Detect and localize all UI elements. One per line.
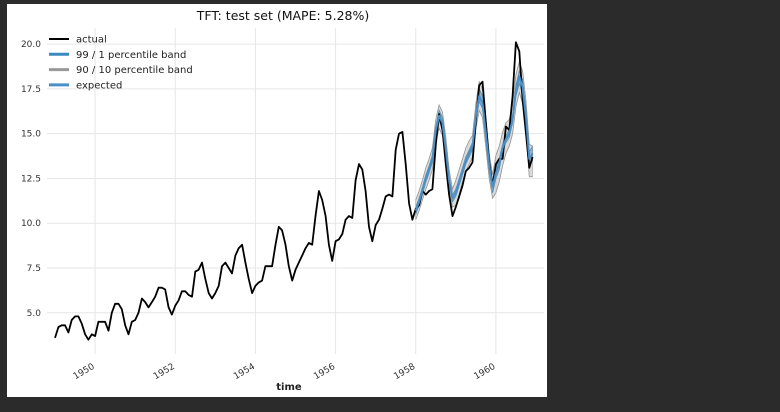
- y-tick-layer: 5.0 7.5 10.0 12.5 15.0 17.5 20.0: [21, 40, 41, 319]
- y-tick-label: 7.5: [27, 264, 41, 274]
- x-tick-label: 1960: [473, 362, 498, 382]
- band-upper-2: [415, 60, 533, 201]
- line-layer: [54, 41, 534, 341]
- series-line-actual: [54, 41, 534, 341]
- y-tick-label: 20.0: [21, 40, 41, 50]
- y-tick-label: 15.0: [21, 130, 41, 140]
- chart-svg: 1950 1952 1954 1956 1958 1960 5.0 7.5 10.0 12.5 1…: [21, 8, 544, 393]
- x-tick-layer: 1950 1952 1954 1956 1958 1960: [72, 362, 498, 382]
- x-axis-label: time: [276, 382, 302, 393]
- y-tick-label: 12.5: [21, 174, 41, 184]
- legend-label: expected: [76, 80, 122, 91]
- x-tick-label: 1954: [232, 362, 257, 382]
- grid-layer: [47, 28, 544, 354]
- chart-figure: 1950 1952 1954 1956 1958 1960 5.0 7.5 10.0 12.5 1…: [7, 4, 547, 397]
- legend-label: 90 / 10 percentile band: [76, 65, 193, 76]
- legend-label: actual: [76, 35, 107, 46]
- chart-title: TFT: test set (MAPE: 5.28%): [196, 8, 370, 23]
- x-tick-label: 1958: [392, 362, 417, 382]
- legend-label: 99 / 1 percentile band: [76, 50, 186, 61]
- x-tick-label: 1956: [312, 362, 337, 382]
- series-line-expected: [414, 75, 534, 212]
- x-tick-label: 1952: [152, 362, 177, 382]
- y-tick-label: 17.5: [21, 85, 41, 95]
- legend: actual 99 / 1 percentile band 90 / 10 perc…: [49, 35, 193, 91]
- x-tick-label: 1950: [72, 362, 97, 382]
- y-tick-label: 5.0: [27, 309, 42, 319]
- y-tick-label: 10.0: [21, 219, 41, 229]
